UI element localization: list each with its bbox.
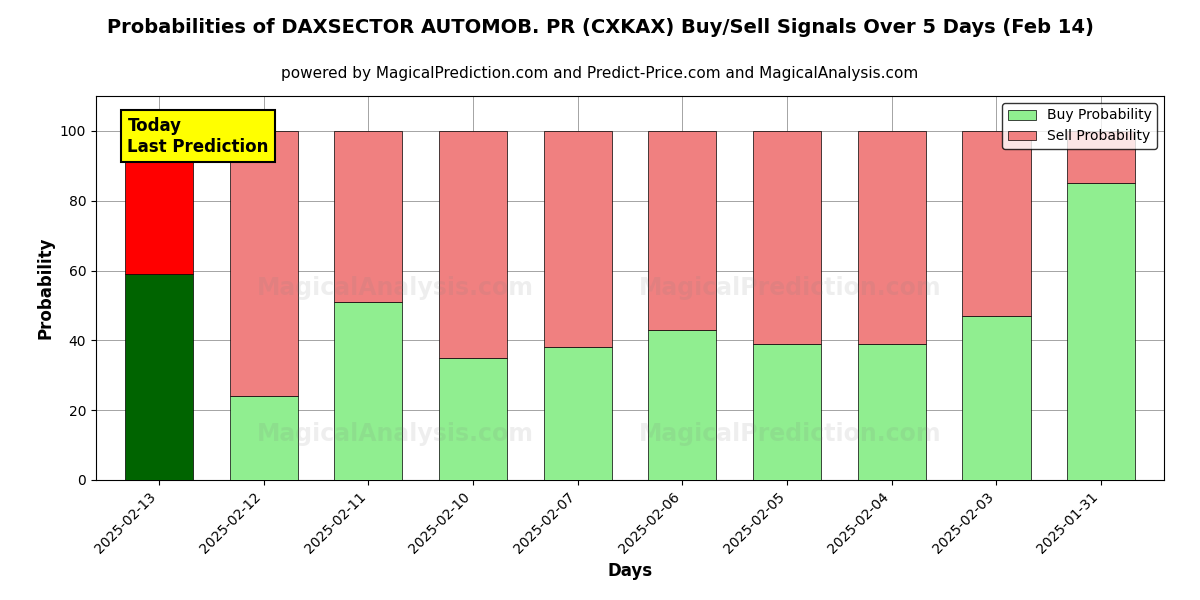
Text: Probabilities of DAXSECTOR AUTOMOB. PR (CXKAX) Buy/Sell Signals Over 5 Days (Feb: Probabilities of DAXSECTOR AUTOMOB. PR (… — [107, 18, 1093, 37]
Bar — [439, 131, 506, 358]
Legend: Buy Probability, Sell Probability: Buy Probability, Sell Probability — [1002, 103, 1157, 149]
Bar — [544, 347, 612, 480]
Bar — [858, 344, 925, 480]
Text: powered by MagicalPrediction.com and Predict-Price.com and MagicalAnalysis.com: powered by MagicalPrediction.com and Pre… — [281, 66, 919, 81]
Bar — [648, 131, 716, 330]
Text: Today
Last Prediction: Today Last Prediction — [127, 117, 269, 156]
Bar — [229, 131, 298, 396]
Bar — [858, 131, 925, 344]
Bar — [125, 274, 193, 480]
Bar — [754, 131, 821, 344]
Bar — [962, 131, 1031, 316]
Bar — [1067, 131, 1135, 183]
Bar — [1067, 183, 1135, 480]
Bar — [648, 330, 716, 480]
Bar — [125, 131, 193, 274]
Bar — [544, 131, 612, 347]
Text: MagicalAnalysis.com: MagicalAnalysis.com — [257, 422, 534, 446]
Text: MagicalPrediction.com: MagicalPrediction.com — [638, 422, 942, 446]
Y-axis label: Probability: Probability — [36, 237, 54, 339]
Text: MagicalAnalysis.com: MagicalAnalysis.com — [257, 276, 534, 300]
Bar — [335, 131, 402, 302]
Bar — [439, 358, 506, 480]
Bar — [962, 316, 1031, 480]
Bar — [335, 302, 402, 480]
Bar — [229, 396, 298, 480]
Text: MagicalPrediction.com: MagicalPrediction.com — [638, 276, 942, 300]
X-axis label: Days: Days — [607, 562, 653, 580]
Bar — [754, 344, 821, 480]
